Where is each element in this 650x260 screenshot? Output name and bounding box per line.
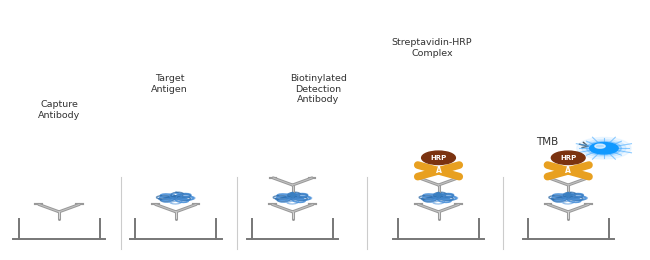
Circle shape (551, 151, 585, 165)
Text: A: A (566, 166, 571, 175)
Text: A: A (436, 166, 441, 175)
Circle shape (430, 167, 447, 174)
Circle shape (577, 137, 631, 159)
Circle shape (422, 151, 456, 165)
Circle shape (582, 139, 626, 157)
Text: Target
Antigen: Target Antigen (151, 74, 188, 94)
Text: HRP: HRP (430, 155, 447, 161)
Polygon shape (289, 192, 296, 197)
Text: HRP: HRP (560, 155, 577, 161)
Polygon shape (435, 192, 442, 197)
Text: Capture
Antibody: Capture Antibody (38, 100, 80, 120)
Circle shape (590, 142, 618, 154)
Text: Streptavidin-HRP
Complex: Streptavidin-HRP Complex (392, 38, 473, 57)
Circle shape (595, 144, 605, 148)
Circle shape (560, 167, 577, 174)
Text: Biotinylated
Detection
Antibody: Biotinylated Detection Antibody (290, 74, 347, 104)
Text: TMB: TMB (536, 137, 558, 147)
Polygon shape (564, 192, 572, 197)
Circle shape (586, 141, 621, 155)
